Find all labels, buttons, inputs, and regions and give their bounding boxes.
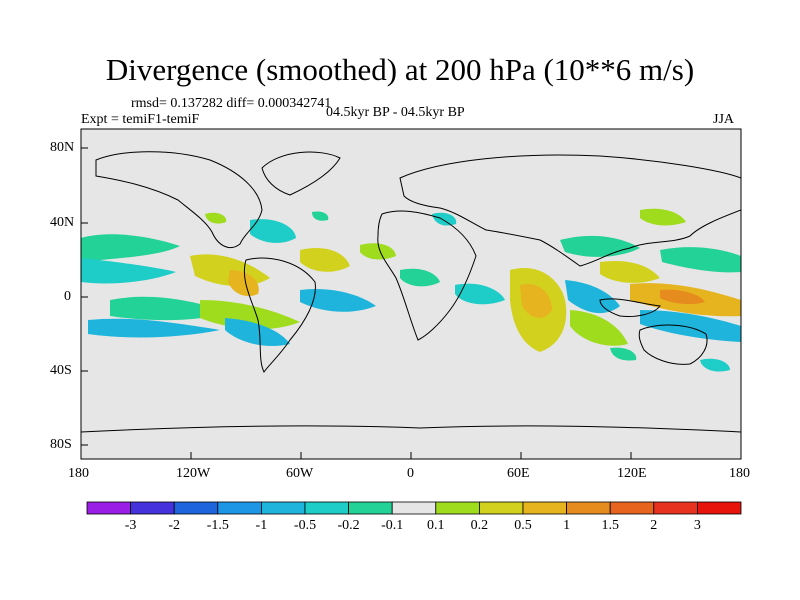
lat-tick-0: 0 xyxy=(64,289,71,304)
colorbar-label: 1.5 xyxy=(601,518,619,533)
colorbar-label: 2 xyxy=(650,518,658,533)
colorbar-swatch xyxy=(348,501,393,515)
colorbar-label: 0.5 xyxy=(514,518,532,533)
colorbar-swatch xyxy=(653,501,698,515)
colorbar-swatch xyxy=(478,501,524,515)
colorbar-swatch xyxy=(435,501,480,515)
colorbar-label: -0.1 xyxy=(381,518,404,533)
coastlines xyxy=(81,151,741,433)
lon-tick-60e: 60E xyxy=(507,466,530,481)
colorbar-swatch xyxy=(260,501,306,515)
colorbar-swatch xyxy=(566,501,611,515)
colorbar-label: -3 xyxy=(124,518,137,533)
colorbar-swatch xyxy=(391,501,437,515)
axis-ticks xyxy=(80,147,742,459)
colorbar-label: -1 xyxy=(255,518,268,533)
plot-title: Divergence (smoothed) at 200 hPa (10**6 … xyxy=(105,52,695,87)
colorbar-label: -1.5 xyxy=(206,518,229,533)
colorbar-label: 1 xyxy=(563,518,571,533)
lat-tick-40s: 40S xyxy=(50,363,72,378)
colorbar-swatch xyxy=(522,501,567,515)
colorbar-swatch xyxy=(173,501,219,515)
colorbar-label: 3 xyxy=(693,518,701,533)
colorbar-swatch xyxy=(217,501,262,515)
colorbar-label: -0.5 xyxy=(293,518,317,533)
stats-text: rmsd= 0.137282 diff= 0.000342741 xyxy=(131,96,332,111)
lat-tick-40n: 40N xyxy=(50,215,75,230)
lon-tick-0: 0 xyxy=(407,466,414,481)
colorbar-label: -0.2 xyxy=(337,518,360,533)
colorbar xyxy=(86,501,742,515)
colorbar-swatch xyxy=(609,501,655,515)
colorbar-swatch xyxy=(697,501,742,515)
divergence-field xyxy=(81,208,741,372)
colorbar-swatch xyxy=(86,501,131,515)
lon-tick-60w: 60W xyxy=(286,466,314,481)
colorbar-swatch xyxy=(304,501,349,515)
experiment-label: Expt = temiF1-temiF xyxy=(81,112,200,127)
lon-tick-120w: 120W xyxy=(176,466,211,481)
lon-tick-180e: 180 xyxy=(729,466,750,481)
colorbar-label: 0.1 xyxy=(427,518,445,533)
lat-tick-80n: 80N xyxy=(50,140,75,155)
period-label: 04.5kyr BP - 04.5kyr BP xyxy=(326,105,465,120)
colorbar-label: 0.2 xyxy=(470,518,489,533)
colorbar-swatch xyxy=(130,501,175,515)
lat-tick-80s: 80S xyxy=(50,437,72,452)
lon-tick-180w: 180 xyxy=(68,466,89,481)
lon-tick-120e: 120E xyxy=(617,466,647,481)
season-label: JJA xyxy=(713,112,735,127)
colorbar-label: -2 xyxy=(168,518,181,533)
